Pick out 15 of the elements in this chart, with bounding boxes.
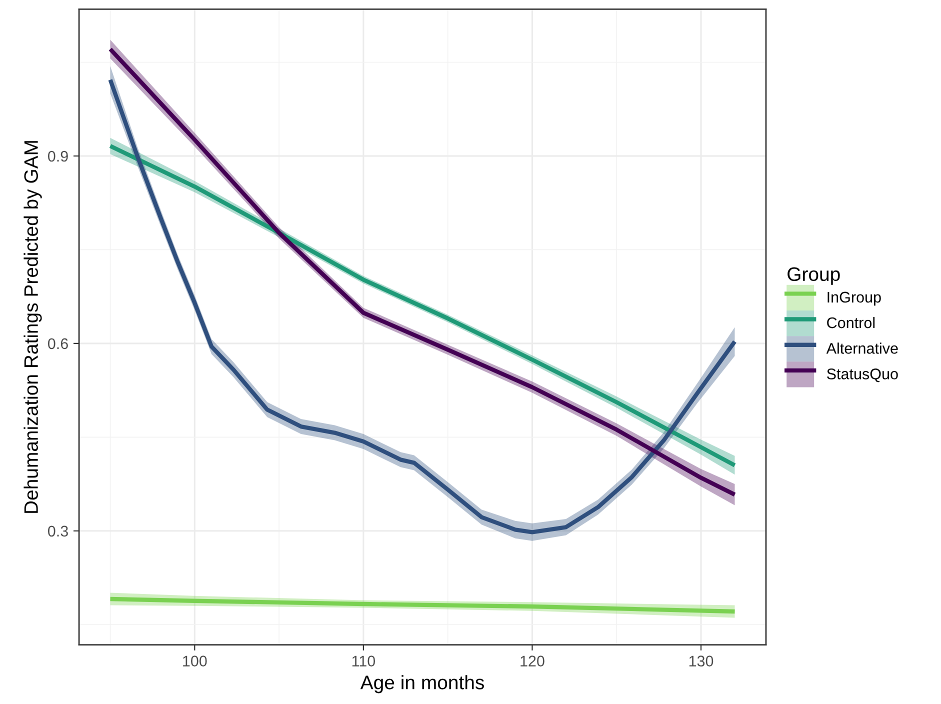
x-tick-label: 100 (183, 656, 207, 667)
y-tick-label: 0.6 (48, 338, 68, 350)
y-tick-label: 0.3 (48, 526, 68, 537)
legend-label: Alternative (826, 342, 898, 354)
x-tick-label: 110 (352, 656, 376, 667)
x-tick-label: 120 (520, 656, 544, 667)
line-series (108, 596, 737, 614)
y-axis-title: Dehumanization Ratings Predicted by GAM (24, 141, 42, 513)
legend-label: InGroup (828, 292, 881, 306)
legend-title: Group (788, 267, 840, 285)
x-axis-title: Age in months (360, 675, 484, 694)
legend-label: Control (827, 316, 875, 328)
x-tick-label: 130 (689, 656, 714, 667)
legend-label: StatusQuo (827, 368, 898, 382)
y-tick-label: 0.9 (48, 150, 68, 162)
